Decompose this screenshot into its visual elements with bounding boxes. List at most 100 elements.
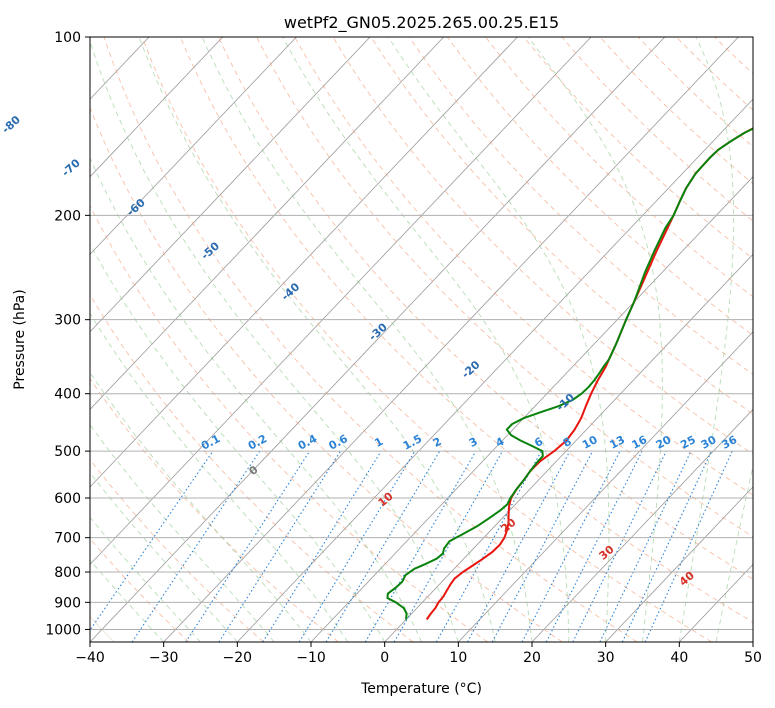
isotherm-line [237, 98, 753, 642]
dewpoint-profile [386, 127, 753, 620]
moist-adiabat-line [90, 157, 422, 642]
dry-adiabat-line [408, 37, 753, 375]
y-tick-label: 800 [54, 565, 81, 581]
dry-adiabat-label: -80 [0, 113, 23, 136]
y-tick-label: 300 [54, 313, 81, 329]
moist-adiabat-line [201, 37, 533, 642]
mixing-ratio-line [621, 450, 712, 642]
mixing-ratio-line [572, 450, 667, 642]
mixing-ratio-line [185, 450, 311, 642]
dry-adiabat-label: -40 [279, 280, 303, 303]
moist-adiabat-label: 10 [376, 489, 396, 509]
dry-adiabat-line [217, 37, 753, 580]
mixing-ratio-label: 1 [372, 435, 385, 450]
moist-adiabat-line [90, 243, 386, 642]
dry-adiabat-line [599, 37, 753, 185]
x-tick-label: 50 [744, 650, 762, 666]
mixing-ratio-line [262, 450, 382, 642]
dry-adiabat-label: -50 [199, 239, 223, 262]
isotherm-line [531, 408, 753, 642]
moist-adiabat-line [90, 471, 238, 642]
mixing-ratio-line [393, 450, 503, 642]
isotherm-line [90, 37, 518, 488]
dry-adiabat-line [714, 37, 753, 75]
y-tick-label: 1000 [45, 622, 81, 638]
dry-adiabat-line [637, 37, 753, 148]
moist-adiabat-line [90, 40, 459, 642]
mixing-ratio-line [599, 450, 692, 642]
x-tick-label: 20 [523, 650, 541, 666]
mixing-ratio-label: 1.5 [401, 432, 424, 453]
dry-adiabat-label: -20 [459, 358, 483, 381]
x-tick-label: 0 [380, 650, 389, 666]
isotherm-line [90, 37, 666, 642]
isotherm-line [384, 253, 753, 642]
mixing-ratio-label: 0.2 [246, 432, 269, 453]
plot-frame [89, 36, 754, 643]
mixing-ratio-line [644, 450, 733, 642]
mixing-ratio-label: 25 [678, 433, 698, 452]
dry-adiabat-line [485, 37, 753, 298]
y-tick-label: 100 [54, 30, 81, 46]
moist-adiabat-line [387, 37, 610, 642]
isotherm-line [163, 37, 739, 642]
dry-adiabat-line [90, 537, 190, 642]
mixing-ratio-label: 0.1 [199, 432, 222, 453]
mixing-ratio-line [491, 450, 594, 642]
dry-adiabat-line [90, 377, 339, 642]
background-grid [90, 37, 753, 642]
moist-adiabat-line [90, 559, 165, 642]
y-axis-label: Pressure (hPa) [12, 289, 28, 389]
mixing-ratio-line [90, 450, 214, 632]
isotherm-line [90, 37, 297, 255]
isotherm-line [90, 37, 592, 566]
mixing-ratio-line [325, 450, 441, 642]
x-tick-label: −20 [223, 650, 253, 666]
x-tick-label: −10 [296, 650, 326, 666]
dry-adiabat-line [90, 106, 563, 642]
x-tick-label: 40 [670, 650, 688, 666]
isotherm-line [90, 37, 445, 410]
mixing-ratio-label: 10 [580, 433, 600, 452]
mixing-ratio-label: 0.4 [296, 432, 320, 453]
moist-adiabat-line [678, 37, 735, 642]
dry-adiabat-line [256, 37, 753, 538]
moist-adiabat-line [90, 371, 312, 642]
isotherm-line [458, 331, 753, 642]
dry-adiabat-line [294, 37, 753, 496]
mixing-ratio-line [218, 450, 342, 642]
y-tick-label: 400 [54, 387, 81, 403]
isotherm-line [90, 37, 371, 333]
dry-adiabat-label: -70 [59, 156, 83, 179]
chart-title: wetPf2_GN05.2025.265.00.25.E15 [284, 13, 559, 33]
mixing-ratio-label: 30 [699, 433, 719, 452]
mixing-ratio-line [435, 450, 542, 642]
y-tick-label: 700 [54, 531, 81, 547]
moist-adiabat-line [527, 37, 663, 642]
mixing-ratio-label: 36 [720, 433, 740, 452]
isotherm-line [752, 641, 753, 642]
mixing-ratio-label: 3 [467, 435, 480, 450]
mixing-ratio-label: 13 [607, 433, 627, 452]
dry-adiabat-line [523, 37, 753, 260]
dry-adiabat-line [332, 37, 753, 455]
moist-adiabat-label: 30 [597, 543, 617, 563]
moist-adiabat-line [90, 516, 201, 642]
dry-adiabat-line [179, 37, 753, 623]
dry-adiabat-line [561, 37, 753, 222]
dry-adiabat-line [141, 37, 712, 642]
y-tick-label: 200 [54, 208, 81, 224]
x-axis-label: Temperature (°C) [360, 681, 482, 697]
mixing-ratio-line [298, 450, 416, 642]
y-tick-label: 500 [54, 444, 81, 460]
mixing-ratio-line [467, 450, 571, 642]
moist-adiabat-label: 0 [246, 463, 260, 478]
isotherm-line [605, 486, 753, 642]
dry-adiabat-line [90, 458, 264, 642]
dry-adiabat-line [103, 37, 638, 642]
dry-adiabat-line [90, 293, 414, 642]
dry-adiabat-line [90, 204, 488, 642]
mixing-ratio-label: 16 [629, 433, 649, 452]
dry-adiabat-line [752, 37, 753, 38]
